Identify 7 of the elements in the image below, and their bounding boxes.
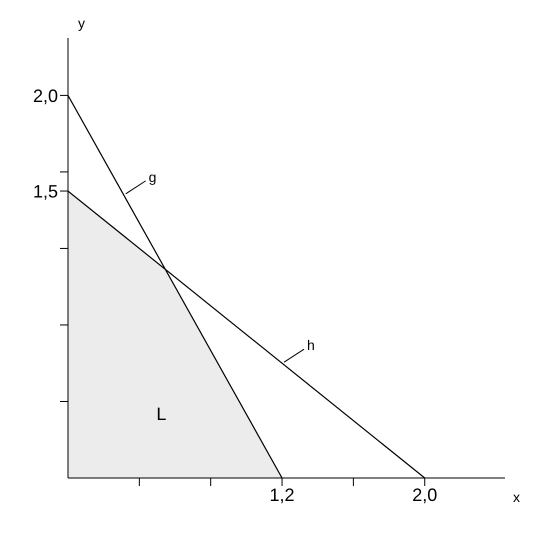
x-axis-title: x (513, 489, 520, 505)
x-tick-label: 1,2 (270, 484, 295, 505)
series-label: h (307, 337, 315, 354)
y-axis-title: y (78, 15, 85, 31)
series-label: g (148, 168, 156, 185)
series-label: L (156, 404, 166, 424)
y-tick-label: 1,5 (32, 181, 58, 202)
